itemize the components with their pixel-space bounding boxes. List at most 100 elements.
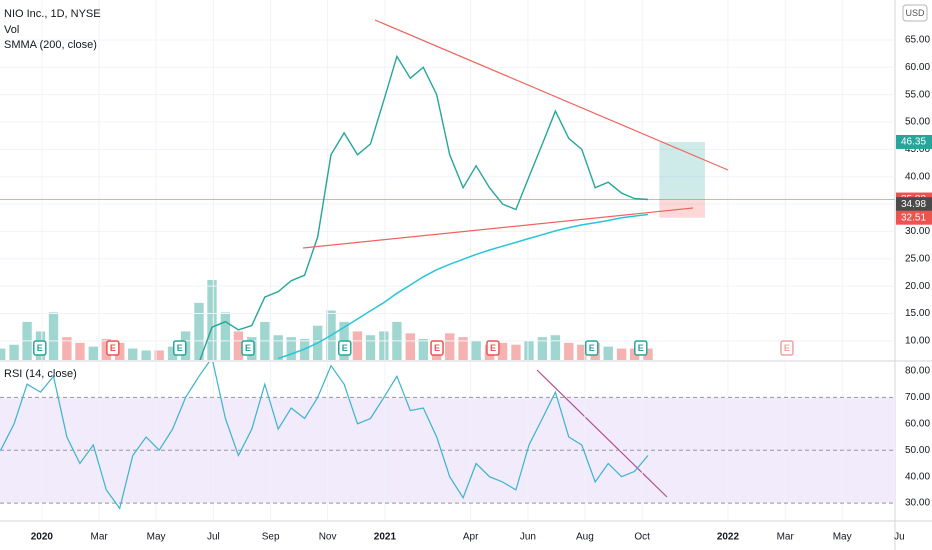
volume-bar <box>458 337 468 360</box>
earnings-label: E <box>589 343 595 353</box>
x-tick-label: 2020 <box>31 532 54 543</box>
volume-bar <box>564 342 574 360</box>
volume-bar <box>75 342 85 360</box>
volume-bar <box>207 280 217 360</box>
trend-line <box>302 207 694 249</box>
rsi-tick-label: 50.00 <box>905 445 930 456</box>
position-target <box>659 141 705 200</box>
volume-bar <box>405 333 415 360</box>
x-tick-label: Aug <box>576 532 594 543</box>
x-tick-label: May <box>833 532 852 543</box>
volume-bar <box>643 348 653 360</box>
rsi-tick-label: 30.00 <box>905 498 930 509</box>
volume-bar <box>220 312 231 360</box>
earnings-label: E <box>245 343 251 353</box>
earnings-marker <box>430 340 444 356</box>
volume-bar <box>128 348 138 360</box>
volume-bar <box>115 342 125 360</box>
volume-bar <box>537 337 548 360</box>
volume-bar <box>273 335 283 360</box>
x-tick-label: 2021 <box>374 532 397 543</box>
rsi-trend-line <box>536 369 668 498</box>
x-tick-label: Jul <box>207 532 220 543</box>
earnings-label: E <box>177 343 183 353</box>
x-tick-label: Mar <box>777 532 795 543</box>
volume-bar <box>62 337 72 360</box>
price-label-box <box>896 134 932 149</box>
volume-bar <box>524 340 534 360</box>
earnings-marker <box>338 340 352 356</box>
price-line <box>199 54 649 360</box>
price-label-box <box>896 210 932 225</box>
y-tick-label: 40.00 <box>905 171 930 182</box>
volume-bar <box>365 335 376 360</box>
currency: USD <box>905 8 925 18</box>
earnings-label: E <box>110 343 116 353</box>
volume-bar <box>233 331 244 360</box>
volume-bar <box>88 346 98 360</box>
volume-bar <box>418 339 428 360</box>
earnings-label: E <box>434 343 440 353</box>
indicator-label: SMMA (200, close) <box>4 39 97 51</box>
x-tick-label: May <box>147 532 166 543</box>
volume-bar <box>154 350 164 360</box>
y-tick-label: 20.00 <box>905 281 930 292</box>
x-tick-label: 2022 <box>717 532 740 543</box>
volume-bar <box>445 333 455 360</box>
volume-bar <box>497 342 508 360</box>
x-tick-label: Apr <box>463 532 479 543</box>
earnings-marker <box>584 340 599 356</box>
indicator-label: RSI (14, close) <box>4 368 77 380</box>
rsi-line <box>0 362 649 510</box>
price-label-box <box>896 197 932 212</box>
earnings-marker <box>106 340 120 356</box>
x-tick-label: Mar <box>91 532 109 543</box>
symbol-title: NIO Inc., 1D, NYSE <box>4 8 101 20</box>
volume-bar <box>0 348 6 360</box>
earnings-marker <box>173 340 187 356</box>
earnings-label: E <box>490 343 496 353</box>
trend-line <box>374 19 729 171</box>
volume-bar <box>167 346 178 360</box>
volume-bar <box>603 346 613 360</box>
x-tick-label: Ju <box>894 532 905 543</box>
x-tick-label: Sep <box>262 532 280 543</box>
volume-bar <box>48 312 59 360</box>
earnings-marker <box>634 340 648 356</box>
y-tick-label: 45.00 <box>905 144 930 155</box>
volume-bar <box>550 335 561 360</box>
price-label: 34.98 <box>901 199 926 210</box>
rsi-tick-label: 70.00 <box>905 392 930 403</box>
volume-bar <box>352 331 363 360</box>
earnings-marker <box>33 340 47 356</box>
volume-bar <box>286 337 296 360</box>
y-tick-label: 10.00 <box>905 335 930 346</box>
y-tick-label: 60.00 <box>905 62 930 73</box>
y-tick-label: 55.00 <box>905 89 930 100</box>
earnings-label: E <box>37 343 43 353</box>
volume-bar <box>511 344 521 360</box>
y-tick-label: 15.00 <box>905 308 930 319</box>
x-tick-label: Nov <box>319 532 337 543</box>
indicator-label: Vol <box>4 24 19 36</box>
volume-bar <box>9 344 19 360</box>
earnings-marker <box>241 340 255 356</box>
earnings-marker <box>486 340 500 356</box>
x-tick-label: Oct <box>634 532 650 543</box>
rsi-tick-label: 40.00 <box>905 471 930 482</box>
y-tick-label: 50.00 <box>905 117 930 128</box>
currency-badge[interactable] <box>902 4 928 22</box>
y-tick-label: 30.00 <box>905 226 930 237</box>
volume-bar <box>471 340 481 360</box>
y-tick-label: 25.00 <box>905 253 930 264</box>
earnings-label: E <box>784 343 790 353</box>
smma-line <box>277 213 649 360</box>
rsi-tick-label: 60.00 <box>905 418 930 429</box>
rsi-tick-label: 80.00 <box>905 366 930 377</box>
y-tick-label: 65.00 <box>905 35 930 46</box>
x-tick-label: Jun <box>520 532 536 543</box>
volume-bar <box>194 302 204 360</box>
earnings-label: E <box>638 343 644 353</box>
volume-bar <box>379 331 389 360</box>
